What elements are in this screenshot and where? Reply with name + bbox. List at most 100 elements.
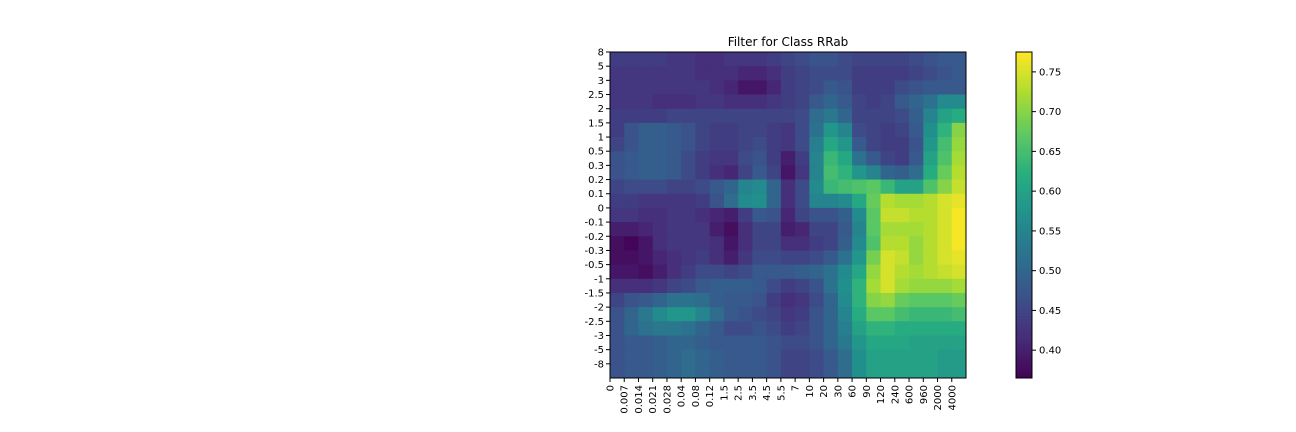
heatmap-cell (766, 193, 782, 209)
heatmap-cell (695, 151, 711, 166)
heatmap-cell (695, 122, 711, 138)
heatmap-cell (652, 236, 668, 251)
heatmap-cell (894, 250, 910, 265)
heatmap-cell (780, 207, 796, 223)
heatmap-cell (852, 66, 867, 81)
heatmap-cell (638, 321, 654, 336)
heatmap-cell (909, 207, 924, 223)
heatmap-cell (681, 222, 696, 237)
heatmap-cell (709, 207, 725, 223)
heatmap-cell (795, 236, 810, 251)
heatmap-cell (723, 80, 739, 95)
colorbar-segment (1016, 254, 1032, 258)
heatmap-cell (951, 108, 967, 124)
heatmap-cell (766, 165, 782, 180)
heatmap-cell (923, 222, 938, 237)
heatmap-cell (880, 292, 896, 308)
heatmap-cell (738, 307, 753, 322)
heatmap-cell (766, 94, 782, 110)
heatmap-cell (951, 94, 967, 110)
heatmap-cell (780, 349, 796, 365)
colorbar-segment (1016, 257, 1032, 262)
y-tick-label: 8 (598, 48, 604, 59)
heatmap-cell (752, 264, 768, 280)
heatmap-cell (652, 137, 668, 152)
colorbar-segment (1016, 263, 1032, 268)
heatmap-cell (937, 349, 953, 365)
heatmap-cell (937, 165, 953, 180)
heatmap-cell (894, 193, 910, 209)
heatmap-cell (610, 193, 625, 209)
heatmap-cell (638, 207, 654, 223)
heatmap-cell (894, 207, 910, 223)
heatmap-cell (823, 349, 839, 365)
heatmap-cell (951, 137, 967, 152)
x-tick-label: 0.021 (648, 385, 659, 414)
x-tick-label: 0.12 (705, 385, 716, 407)
colorbar-segment (1016, 309, 1032, 314)
heatmap-cell (738, 52, 753, 67)
y-tick-label: -0.5 (584, 260, 604, 271)
colorbar-segment (1016, 58, 1032, 63)
heatmap-cell (852, 250, 867, 265)
heatmap-cell (681, 292, 696, 308)
colorbar-segment (1016, 215, 1032, 219)
heatmap-cell (923, 236, 938, 251)
heatmap-cell (880, 137, 896, 152)
heatmap-cell (681, 349, 696, 365)
heatmap-cell (866, 52, 881, 67)
colorbar-segment (1016, 329, 1032, 333)
heatmap-cell (809, 264, 824, 280)
colorbar-segment (1016, 364, 1032, 369)
heatmap-cell (610, 165, 625, 180)
heatmap-cell (880, 349, 896, 365)
heatmap-cell (780, 80, 796, 95)
heatmap-cell (652, 179, 668, 195)
heatmap-cell (780, 307, 796, 322)
colorbar-segment (1016, 97, 1032, 102)
heatmap-cell (738, 321, 753, 336)
heatmap-cell (695, 108, 711, 124)
heatmap-cell (823, 122, 839, 138)
heatmap-cell (752, 137, 768, 152)
heatmap-cell (709, 165, 725, 180)
heatmap-cell (652, 165, 668, 180)
heatmap-cell (937, 66, 953, 81)
heatmap-cell (766, 264, 782, 280)
heatmap-cell (852, 52, 867, 67)
heatmap-cell (837, 307, 853, 322)
heatmap-cell (809, 193, 824, 209)
heatmap-cell (652, 321, 668, 336)
colorbar-segment (1016, 153, 1032, 157)
colorbar-segment (1016, 91, 1032, 95)
heatmap-cell (652, 66, 668, 81)
heatmap-cell (752, 250, 768, 265)
y-tick-label: 5 (598, 62, 604, 73)
heatmap-cell (823, 165, 839, 180)
heatmap-cell (823, 66, 839, 81)
colorbar-segment (1016, 208, 1032, 213)
heatmap-cell (823, 94, 839, 110)
heatmap-cell (624, 80, 639, 95)
heatmap-cell (723, 335, 739, 351)
heatmap-cell (852, 137, 867, 152)
heatmap-cell (766, 66, 782, 81)
heatmap-cell (624, 335, 639, 351)
heatmap-cell (937, 207, 953, 223)
colorbar-tick-label: 0.70 (1039, 107, 1061, 118)
colorbar-segment (1016, 198, 1032, 203)
heatmap-cell (681, 94, 696, 110)
heatmap-cell (666, 52, 682, 67)
colorbar-segment (1016, 351, 1032, 356)
heatmap-cell (866, 94, 881, 110)
heatmap-cell (880, 151, 896, 166)
heatmap-cell (709, 137, 725, 152)
colorbar-segment (1016, 172, 1032, 177)
heatmap-cell (951, 321, 967, 336)
heatmap-cell (681, 236, 696, 251)
heatmap-cell (923, 349, 938, 365)
heatmap-cell (752, 278, 768, 294)
heatmap-cell (681, 52, 696, 67)
colorbar-segment (1016, 149, 1032, 154)
heatmap-cell (909, 122, 924, 138)
